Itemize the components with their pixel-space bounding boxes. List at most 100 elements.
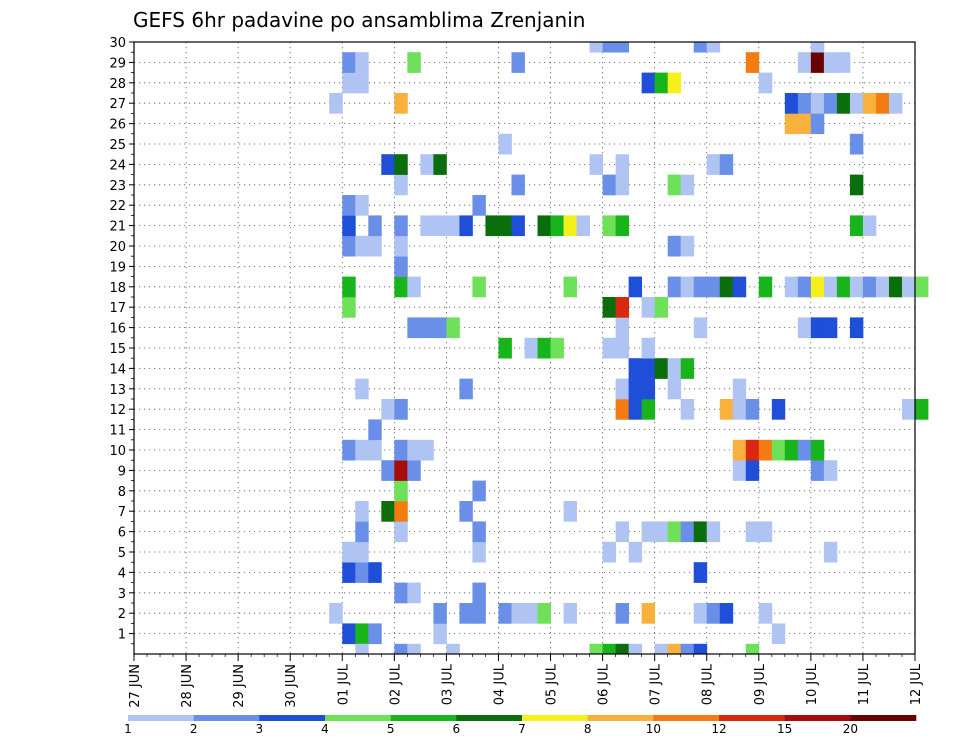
y-tick-label: 19 — [109, 260, 126, 275]
x-tick-label: 11 JUL — [857, 663, 872, 705]
precip-cell — [537, 337, 551, 359]
y-tick-label: 17 — [109, 301, 126, 316]
colorbar-swatch — [456, 715, 523, 721]
precip-cell — [615, 297, 630, 318]
precip-cell — [745, 439, 760, 461]
precip-cell — [368, 215, 382, 237]
precip-cell — [888, 93, 903, 114]
x-tick-label: 03 JUL — [440, 663, 455, 705]
precip-cell — [654, 358, 669, 379]
colorbar: 1 2 3 4 5 6 7 8 10 12 15 20 — [124, 715, 917, 736]
precip-cell — [706, 521, 721, 543]
colorbar-swatch — [325, 715, 391, 721]
y-axis: 1234567891011121314151617181920212223242… — [109, 36, 134, 645]
precip-cell — [433, 317, 447, 339]
precip-cell — [849, 215, 864, 237]
precip-cell — [355, 501, 369, 522]
precip-cell — [407, 439, 421, 461]
precip-cell — [745, 643, 760, 655]
precip-cell — [693, 603, 708, 624]
precip-cell — [511, 52, 525, 73]
precip-cell — [875, 276, 890, 298]
precip-cell — [641, 603, 656, 624]
precip-cell — [524, 603, 538, 624]
precip-cell — [615, 378, 630, 400]
precip-cell — [602, 337, 617, 359]
precip-cell — [680, 358, 695, 379]
precip-cell — [680, 235, 695, 257]
precip-cell — [628, 643, 643, 655]
x-tick-label: 05 JUL — [545, 663, 560, 705]
precip-cell — [849, 317, 864, 339]
precip-cell — [420, 317, 434, 339]
colorbar-swatch — [193, 715, 260, 721]
colorbar-label: 8 — [584, 722, 592, 736]
precip-cell — [355, 72, 369, 94]
precip-cell — [758, 439, 773, 461]
precip-cell — [472, 541, 486, 563]
precip-cell — [394, 215, 408, 237]
x-axis: 27 JUN 28 JUN 29 JUN 30 JUN 01 JUL 02 JUL 03 J… — [128, 654, 924, 708]
precip-cell — [641, 297, 656, 318]
precip-cell — [368, 439, 382, 461]
precip-cell — [615, 521, 630, 543]
precip-cell — [394, 399, 408, 420]
precip-cell — [394, 460, 408, 481]
precip-cell — [654, 72, 669, 94]
x-tick-label: 07 JUL — [649, 663, 664, 705]
precip-cell — [355, 439, 369, 461]
precip-cell — [563, 215, 577, 237]
precip-cell — [550, 215, 564, 237]
y-tick-label: 4 — [118, 566, 126, 581]
y-tick-label: 26 — [109, 118, 126, 133]
colorbar-swatch — [587, 715, 654, 721]
precip-cell — [875, 93, 890, 114]
precip-cell — [342, 235, 356, 257]
precip-cell — [563, 501, 577, 522]
precip-cell — [810, 113, 825, 135]
precip-cell — [472, 582, 486, 604]
precip-cell — [329, 93, 343, 114]
precip-cell — [394, 256, 408, 277]
precip-cell — [498, 337, 512, 359]
colorbar-label: 2 — [190, 722, 198, 736]
precip-cell — [758, 603, 773, 624]
precip-cell — [719, 603, 734, 624]
precip-cell — [836, 93, 851, 114]
precip-cell — [407, 643, 421, 655]
precip-cell — [433, 623, 447, 645]
precip-cell — [394, 276, 408, 298]
y-tick-label: 13 — [109, 383, 126, 398]
precip-cell — [355, 195, 369, 216]
precip-cell — [745, 52, 760, 73]
precip-cell — [654, 643, 669, 655]
x-tick-label: 09 JUL — [753, 663, 768, 705]
precip-cell — [602, 541, 617, 563]
y-tick-label: 18 — [109, 281, 126, 296]
precip-cell — [849, 93, 864, 114]
precip-cell — [732, 439, 747, 461]
precip-cell — [732, 399, 747, 420]
precip-cell — [810, 439, 825, 461]
precip-cell — [836, 276, 851, 298]
precip-cell — [433, 603, 447, 624]
precip-cell — [615, 42, 630, 53]
precip-cell — [745, 521, 760, 543]
precip-cell — [342, 215, 356, 237]
precip-cell — [602, 215, 617, 237]
precip-cell — [641, 337, 656, 359]
precip-cell — [693, 562, 708, 583]
precip-cell — [654, 297, 669, 318]
colorbar-swatch — [850, 715, 917, 721]
precip-cell — [641, 399, 656, 420]
precip-cell — [784, 93, 799, 114]
precip-cell — [407, 582, 421, 604]
y-tick-label: 2 — [118, 607, 126, 622]
y-tick-label: 28 — [109, 77, 126, 92]
precip-cell — [394, 439, 408, 461]
precip-cell — [368, 235, 382, 257]
precip-cell — [667, 72, 682, 94]
precip-cell — [641, 521, 656, 543]
precip-cell — [823, 93, 838, 114]
